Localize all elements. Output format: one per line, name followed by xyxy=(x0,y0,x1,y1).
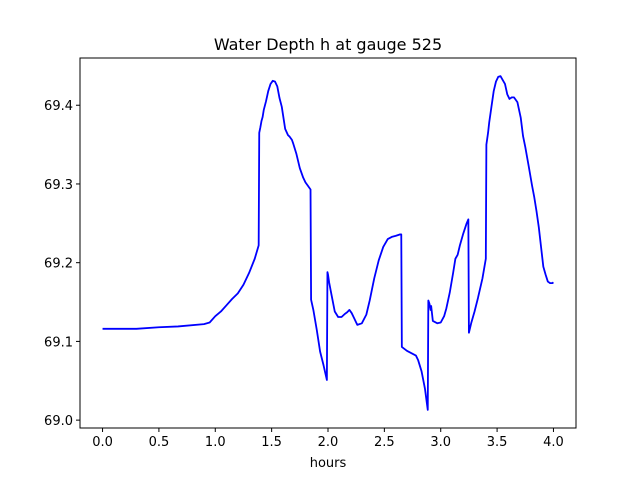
y-axis-ticks: 69.0 69.1 69.2 69.3 69.4 xyxy=(44,99,80,429)
x-tick-label: 0.0 xyxy=(92,435,113,450)
x-tick-label: 0.5 xyxy=(149,435,170,450)
y-tick-label: 69.1 xyxy=(44,335,73,350)
x-tick-label: 4.0 xyxy=(543,435,564,450)
y-tick-label: 69.3 xyxy=(44,178,73,193)
x-axis-label: hours xyxy=(310,456,347,471)
y-tick-label: 69.4 xyxy=(44,99,73,114)
x-tick-label: 2.0 xyxy=(318,435,339,450)
x-tick-label: 3.0 xyxy=(430,435,451,450)
x-axis-ticks: 0.0 0.5 1.0 1.5 2.0 2.5 3.0 3.5 4.0 xyxy=(92,428,564,450)
x-tick-label: 2.5 xyxy=(374,435,395,450)
x-tick-label: 3.5 xyxy=(487,435,508,450)
plot-frame xyxy=(79,57,577,429)
x-tick-label: 1.5 xyxy=(261,435,282,450)
y-tick-label: 69.0 xyxy=(44,414,73,429)
y-tick-label: 69.2 xyxy=(44,257,73,272)
chart-title: Water Depth h at gauge 525 xyxy=(214,35,442,54)
series-line xyxy=(102,75,554,411)
x-tick-label: 1.0 xyxy=(205,435,226,450)
